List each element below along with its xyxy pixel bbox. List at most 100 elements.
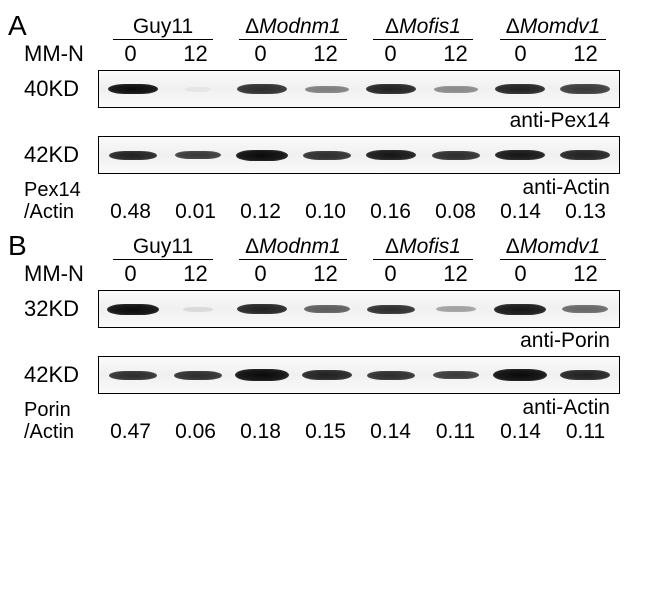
blot-band	[302, 370, 352, 380]
ratio-value: 0.06	[163, 420, 228, 444]
timepoint: 12	[293, 261, 358, 287]
strain-name: Momdv1	[520, 15, 601, 38]
strain-label: ΔMomdv1	[488, 235, 618, 260]
blot-lane	[553, 357, 618, 393]
blot-band	[107, 304, 159, 315]
western-blot	[98, 290, 620, 328]
blot-band	[175, 151, 221, 159]
blot-lane	[424, 291, 489, 327]
time-group: 012	[488, 41, 618, 67]
blot-row: 42KD	[22, 136, 642, 174]
western-blot	[98, 70, 620, 108]
timepoint: 0	[228, 261, 293, 287]
blot-band	[237, 304, 287, 314]
ratio-cells: 0.470.060.180.150.140.110.140.11	[98, 420, 642, 444]
condition-label: MM-N	[22, 261, 98, 287]
blot-band	[436, 306, 476, 312]
antibody-label-row: anti-Porin	[22, 328, 642, 354]
ratio-label-denominator: /Actin	[22, 202, 98, 222]
blot-band	[304, 305, 350, 313]
ratio-value: 0.14	[488, 200, 553, 224]
blot-lane	[424, 357, 489, 393]
time-group: 012	[98, 41, 228, 67]
time-group: 012	[228, 261, 358, 287]
blot-lane	[359, 357, 424, 393]
panel-content: Guy11ΔModnm1ΔMofis1ΔMomdv1MM-N0120120120…	[8, 10, 642, 224]
blot-band	[433, 371, 479, 379]
ratio-row: /Actin0.470.060.180.150.140.110.140.11	[22, 420, 642, 444]
ratio-value: 0.15	[293, 420, 358, 444]
timepoint-row: MM-N012012012012	[22, 260, 642, 288]
antibody-label: anti-Pex14	[510, 109, 610, 133]
ratio-label-numerator: Pex14	[22, 180, 98, 200]
blot-band	[562, 305, 608, 313]
timepoint: 12	[553, 41, 618, 67]
strain-row: Guy11ΔModnm1ΔMofis1ΔMomdv1	[98, 12, 642, 40]
molecular-weight-label: 40KD	[22, 76, 98, 102]
time-group: 012	[228, 41, 358, 67]
blot-lane	[101, 291, 166, 327]
timepoint: 0	[488, 261, 553, 287]
panel-A: AGuy11ΔModnm1ΔMofis1ΔMomdv1MM-N012012012…	[8, 10, 642, 224]
strain-row: Guy11ΔModnm1ΔMofis1ΔMomdv1	[98, 232, 642, 260]
timepoint: 12	[553, 261, 618, 287]
ratio-cells: 0.480.010.120.100.160.080.140.13	[98, 200, 642, 224]
timepoint: 0	[358, 41, 423, 67]
timepoint: 12	[423, 261, 488, 287]
blot-lane	[166, 71, 231, 107]
ratio-label-denominator: /Actin	[22, 422, 98, 442]
blot-row: 42KD	[22, 356, 642, 394]
blot-band	[493, 369, 547, 381]
blot-lane	[488, 357, 553, 393]
blot-band	[185, 87, 211, 92]
blot-band	[434, 86, 478, 93]
blot-band	[495, 150, 545, 160]
timepoint: 0	[358, 261, 423, 287]
blot-lane	[553, 291, 618, 327]
time-group: 012	[98, 261, 228, 287]
blot-band	[237, 84, 287, 94]
blot-lane	[101, 137, 166, 173]
blot-band	[560, 150, 610, 160]
blot-lane	[295, 291, 360, 327]
blot-lane	[295, 357, 360, 393]
strain-label: ΔMomdv1	[488, 15, 618, 40]
blot-lane	[553, 71, 618, 107]
time-cells: 012012012012	[98, 261, 642, 287]
strain-label: Guy11	[98, 15, 228, 40]
blot-lane	[295, 137, 360, 173]
blot-band	[367, 371, 415, 380]
ratio-header-row: Pex14anti-Actin	[22, 174, 642, 200]
blot-row: 32KD	[22, 290, 642, 328]
western-blot	[98, 136, 620, 174]
blot-lane	[230, 71, 295, 107]
time-group: 012	[358, 41, 488, 67]
ratio-value: 0.01	[163, 200, 228, 224]
antibody-label-row: anti-Pex14	[22, 108, 642, 134]
blot-row: 40KD	[22, 70, 642, 108]
blot-lane	[230, 357, 295, 393]
strain-label: ΔModnm1	[228, 15, 358, 40]
blot-lane	[488, 137, 553, 173]
condition-label: MM-N	[22, 41, 98, 67]
blot-lane	[101, 71, 166, 107]
strain-label: Guy11	[98, 235, 228, 260]
ratio-value: 0.14	[488, 420, 553, 444]
timepoint: 0	[228, 41, 293, 67]
blot-band	[366, 84, 416, 94]
time-cells: 012012012012	[98, 41, 642, 67]
blot-lane	[553, 137, 618, 173]
ratio-value: 0.11	[553, 420, 618, 444]
strain-name: Modnm1	[259, 15, 341, 38]
ratio-value: 0.47	[98, 420, 163, 444]
strain-label: ΔModnm1	[228, 235, 358, 260]
strain-label: ΔMofis1	[358, 15, 488, 40]
ratio-value: 0.10	[293, 200, 358, 224]
blot-band	[109, 151, 157, 160]
blot-band	[109, 371, 157, 380]
blot-band	[560, 84, 610, 94]
blot-lane	[424, 71, 489, 107]
timepoint: 0	[98, 261, 163, 287]
blot-band	[235, 369, 289, 381]
blot-band	[305, 86, 349, 93]
